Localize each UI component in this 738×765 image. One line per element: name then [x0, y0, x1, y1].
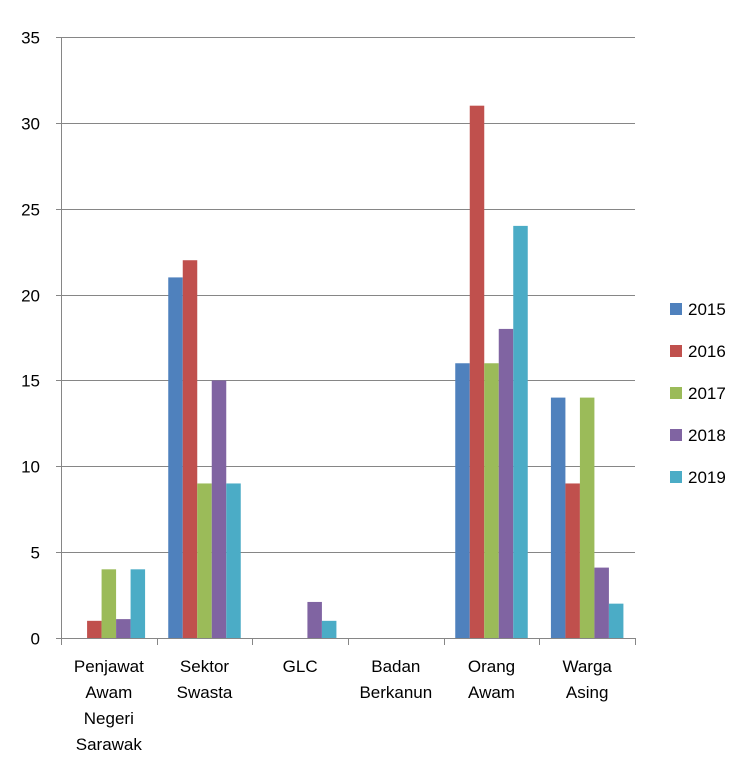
legend-item: 2019 — [670, 468, 726, 487]
bar — [211, 380, 227, 638]
x-category-label: Orang Awam — [468, 657, 515, 702]
x-category-label: Sektor Swasta — [177, 657, 233, 702]
bar — [513, 225, 528, 638]
legend-swatch — [670, 303, 682, 315]
x-category-label: Warga Asing — [562, 657, 612, 702]
legend-swatch — [670, 387, 682, 399]
bar — [101, 569, 117, 638]
legend-swatch — [670, 471, 682, 483]
bar — [197, 483, 212, 638]
bar — [579, 397, 595, 638]
y-tick-label: 10 — [21, 458, 40, 477]
bar — [116, 619, 131, 638]
y-tick-label: 5 — [31, 544, 40, 563]
legend-label: 2018 — [688, 426, 726, 445]
bar — [484, 363, 499, 638]
legend-label: 2019 — [688, 468, 726, 487]
bar — [182, 260, 198, 638]
bar — [594, 567, 609, 638]
bar — [565, 483, 580, 638]
bars — [87, 105, 624, 638]
y-axis-tick-labels: 0 5 10 15 20 25 30 35 — [21, 29, 61, 649]
bar — [550, 397, 566, 638]
bar — [321, 620, 337, 638]
x-category-label: Penjawat Awam Negeri Sarawak — [74, 657, 144, 754]
x-axis-category-labels: Penjawat Awam Negeri Sarawak Sektor Swasta GLC… — [74, 657, 613, 754]
legend: 2015 2016 2017 2018 2019 — [670, 300, 726, 487]
bar — [455, 363, 470, 638]
y-tick-label: 25 — [21, 201, 40, 220]
y-tick-label: 30 — [21, 115, 40, 134]
bar — [498, 328, 514, 638]
y-tick-label: 35 — [21, 29, 40, 48]
legend-swatch — [670, 345, 682, 357]
bar — [469, 105, 485, 638]
bar — [608, 603, 624, 638]
legend-item: 2017 — [670, 384, 726, 403]
x-category-label: Badan Berkanun — [359, 657, 432, 702]
y-tick-label: 15 — [21, 372, 40, 391]
gridlines — [61, 37, 635, 553]
y-tick-label: 0 — [31, 630, 40, 649]
legend-label: 2016 — [688, 342, 726, 361]
legend-item: 2015 — [670, 300, 726, 319]
bar — [226, 483, 241, 638]
y-tick-label: 20 — [21, 287, 40, 306]
bar — [168, 277, 183, 638]
legend-label: 2017 — [688, 384, 726, 403]
x-category-label: GLC — [283, 657, 318, 676]
legend-item: 2016 — [670, 342, 726, 361]
legend-item: 2018 — [670, 426, 726, 445]
axes — [61, 37, 636, 645]
bar — [87, 620, 102, 638]
bar — [130, 569, 146, 638]
legend-label: 2015 — [688, 300, 726, 319]
legend-swatch — [670, 429, 682, 441]
bar — [307, 601, 322, 638]
